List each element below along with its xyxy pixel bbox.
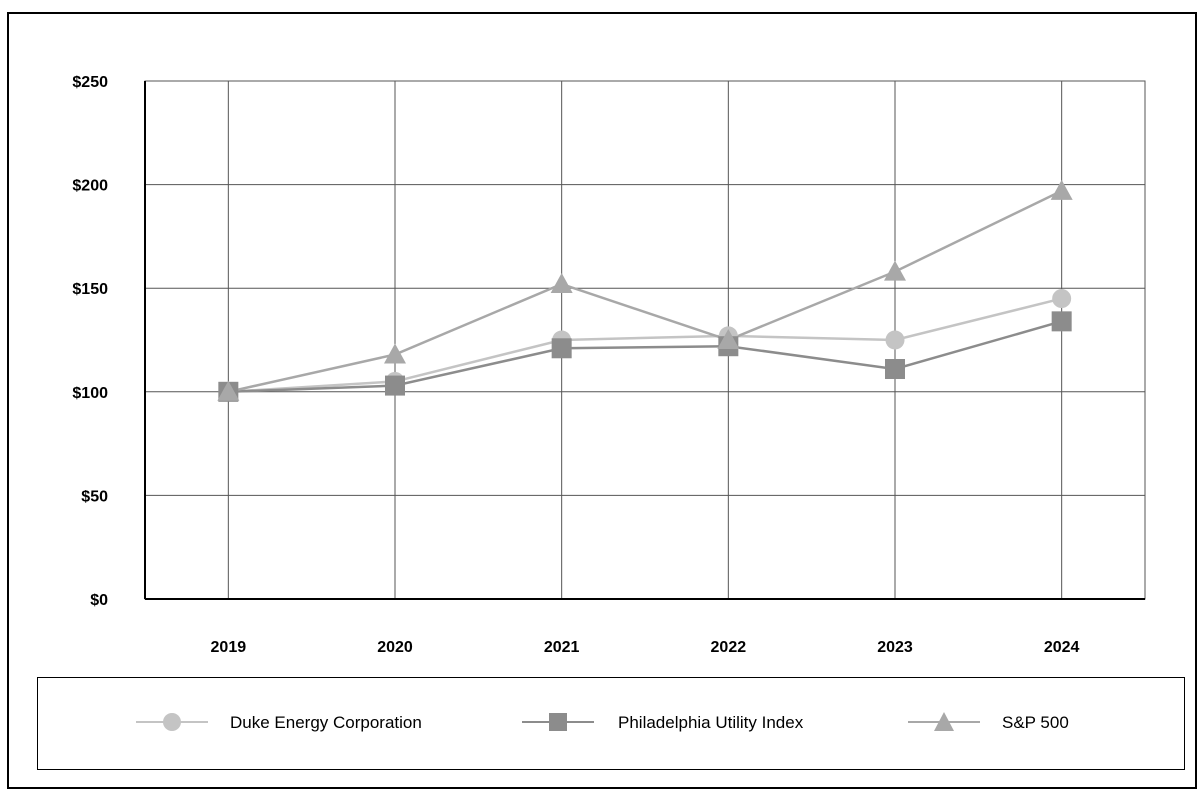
x-tick-label: 2021	[544, 639, 580, 656]
series-line-1	[228, 320, 1063, 394]
data-point-square	[385, 375, 405, 396]
data-point-triangle	[717, 329, 740, 349]
data-point-square	[885, 359, 905, 380]
y-tick-label: $100	[72, 385, 108, 402]
series-line-0	[228, 297, 1062, 394]
chart-frame	[7, 12, 1197, 789]
x-tick-label: 2022	[711, 639, 747, 656]
legend-label-philadelphia: Philadelphia Utility Index	[618, 713, 804, 732]
legend-label-duke: Duke Energy Corporation	[230, 713, 422, 732]
series-line-2	[228, 189, 1063, 394]
legend-marker-duke	[136, 713, 208, 731]
data-point-triangle	[217, 380, 240, 401]
x-tick-label: 2019	[211, 639, 247, 656]
data-point-triangle	[1050, 179, 1073, 200]
y-tick-label: $0	[90, 592, 108, 609]
data-point-square	[1051, 311, 1072, 332]
y-tick-label: $200	[72, 178, 108, 195]
data-point-triangle	[884, 260, 906, 281]
legend: Duke Energy Corporation Philadelphia Uti…	[37, 677, 1185, 770]
legend-marker-philadelphia	[522, 713, 594, 731]
data-point-square	[551, 338, 572, 359]
line-chart: $0 $50 $100 $150 $200 $250 2019 2020 2021 2022 202…	[72, 74, 1146, 656]
y-tick-label: $50	[81, 488, 108, 505]
x-tick-label: 2024	[1044, 639, 1080, 656]
x-tick-label: 2020	[377, 639, 413, 656]
legend-marker-sp500	[908, 712, 980, 731]
y-tick-label: $150	[72, 281, 108, 298]
legend-label-sp500: S&P 500	[1002, 713, 1069, 732]
data-point-circle	[885, 330, 905, 350]
data-point-circle	[1052, 289, 1072, 309]
y-tick-label: $250	[72, 74, 108, 91]
data-point-triangle	[550, 273, 573, 294]
data-point-triangle	[384, 343, 406, 364]
x-tick-label: 2023	[877, 639, 913, 656]
